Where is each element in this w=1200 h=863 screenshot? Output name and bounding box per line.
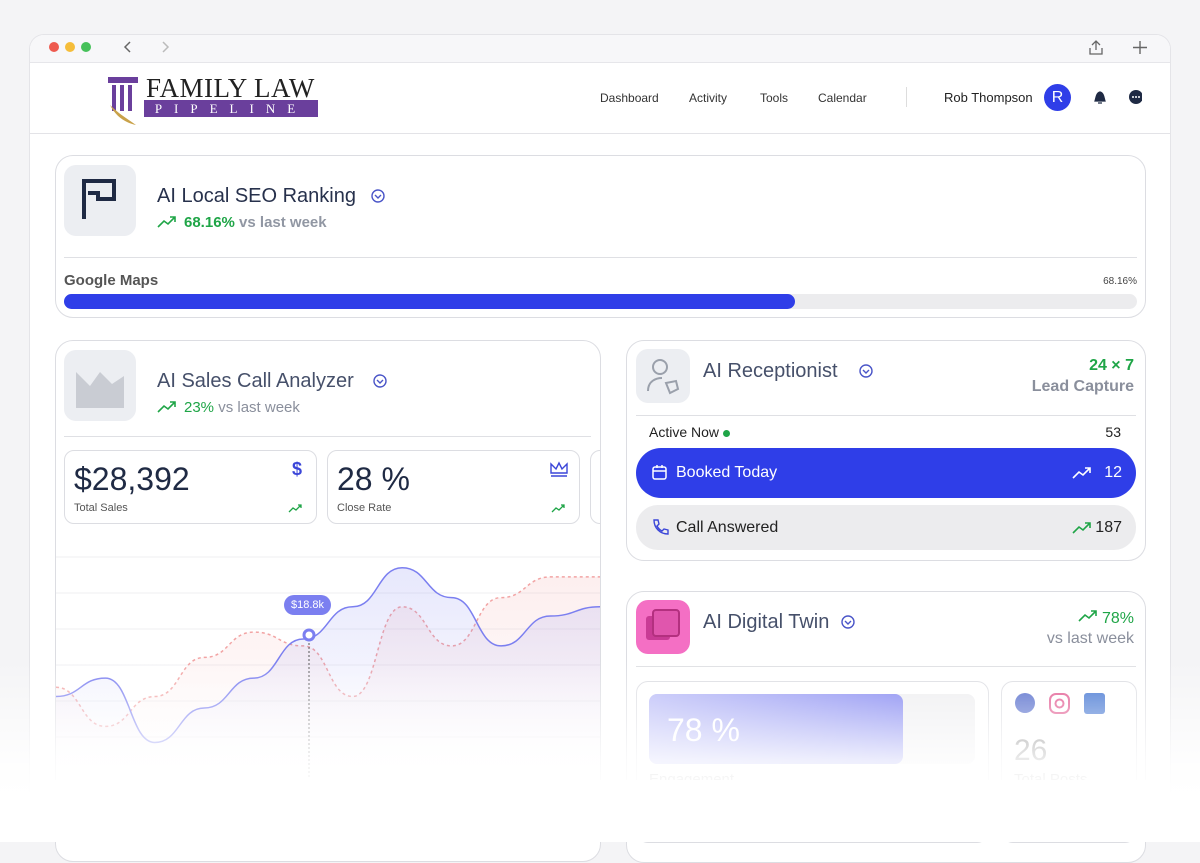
chart-icon (76, 372, 124, 408)
answered-row[interactable]: Call Answered 187 (636, 505, 1136, 550)
stat-value: $28,392 (74, 461, 190, 497)
change: 78% (1077, 609, 1134, 628)
flag-icon (82, 179, 116, 219)
top-nav: FAMILY LAW PIPELINE Dashboard Activity T… (30, 63, 1170, 134)
tooltip-point (302, 628, 316, 642)
trend-icon (157, 401, 176, 413)
nav-link[interactable]: Dashboard (600, 91, 659, 105)
user-icon (647, 359, 680, 395)
progress-label: 68.16% (1103, 276, 1137, 287)
seo-card: AI Local SEO Ranking 68.16% vs last week… (55, 155, 1146, 318)
divider (636, 666, 1136, 667)
browser-bar (30, 35, 1170, 63)
badge: 24 × 7 (1089, 357, 1134, 374)
logo-icon (108, 77, 138, 125)
change: 68.16% vs last week (184, 214, 327, 231)
stat-icon: $ (291, 459, 302, 479)
row-label: Call Answered (676, 519, 779, 536)
card-title: AI Digital Twin (703, 611, 830, 633)
twin-icon (646, 609, 680, 640)
stat-label: Total Sales (74, 502, 128, 514)
nav-link[interactable]: Tools (760, 91, 789, 105)
icon-box (64, 350, 136, 421)
change-value: 68.16% (184, 214, 235, 231)
dropdown-icon[interactable] (370, 188, 386, 204)
icon-box (636, 600, 690, 654)
social-icons (1015, 693, 1105, 714)
trend-icon (288, 504, 302, 513)
progress-track (64, 294, 1137, 309)
browser-actions (1089, 40, 1147, 55)
stat-box: $28,392 Total Sales $ (64, 450, 317, 524)
receptionist-card: AI Receptionist 24 × 7 Lead Capture Acti… (626, 340, 1146, 561)
change-suffix: vs last week (218, 399, 300, 416)
calendar-icon (652, 465, 667, 480)
card-title: AI Receptionist (703, 360, 838, 382)
row-count: 187 (1095, 519, 1122, 536)
trend-icon (1072, 467, 1091, 479)
trend-icon (1072, 522, 1091, 534)
stat-label: Close Rate (337, 502, 392, 514)
dropdown-icon[interactable] (858, 363, 874, 379)
divider (64, 257, 1137, 258)
sales-chart (56, 556, 600, 777)
change-suffix: vs last week (239, 214, 327, 231)
engagement-label: 78 % (667, 712, 740, 748)
browser-controls (49, 41, 170, 53)
trend-icon (551, 504, 565, 513)
posts-value: 26 (1014, 734, 1048, 767)
engagement-track: 78 % (649, 694, 975, 764)
header-icons[interactable] (1092, 89, 1142, 107)
user-name[interactable]: Rob Thompson (944, 90, 1033, 105)
stat-value: 28 % (337, 461, 410, 497)
stat-box: 28 % Close Rate (327, 450, 580, 524)
trend-icon (1077, 610, 1097, 622)
divider (636, 415, 1136, 416)
phone-icon (653, 519, 669, 535)
active-count: 53 (1105, 424, 1121, 440)
avatar[interactable]: R (1044, 84, 1071, 111)
icon-box (636, 349, 690, 403)
source-label: Google Maps (64, 272, 159, 289)
divider (906, 87, 907, 107)
logo-text: FAMILY LAW (146, 73, 315, 103)
dropdown-icon[interactable] (840, 614, 856, 630)
nav-link[interactable]: Calendar (818, 91, 867, 105)
trend-icon (157, 216, 176, 228)
progress-fill (64, 294, 796, 309)
status-dot (722, 430, 730, 437)
row-label: Booked Today (676, 464, 778, 481)
window-bottom (30, 780, 1170, 840)
icon-box (64, 165, 136, 236)
change-value: 23% (184, 399, 215, 416)
card-title: AI Local SEO Ranking (157, 185, 356, 207)
change-value: 78% (1101, 610, 1134, 627)
active-text: Active Now (649, 424, 720, 440)
booked-row[interactable]: Booked Today 12 (636, 448, 1136, 498)
change: 23% vs last week (184, 399, 300, 416)
crown-icon (550, 461, 568, 477)
card-title: AI Sales Call Analyzer (157, 370, 354, 392)
row-count: 12 (1104, 464, 1122, 481)
dropdown-icon[interactable] (372, 373, 388, 389)
badge-sub: Lead Capture (1031, 378, 1134, 395)
stat-box (590, 450, 600, 524)
nav-link[interactable]: Activity (689, 91, 728, 105)
change-suffix: vs last week (1046, 630, 1134, 647)
chart-tooltip: $18.8k (284, 595, 332, 615)
divider (64, 436, 591, 437)
logo-subtext: PIPELINE (144, 100, 318, 117)
active-label: Active Now (649, 424, 730, 440)
